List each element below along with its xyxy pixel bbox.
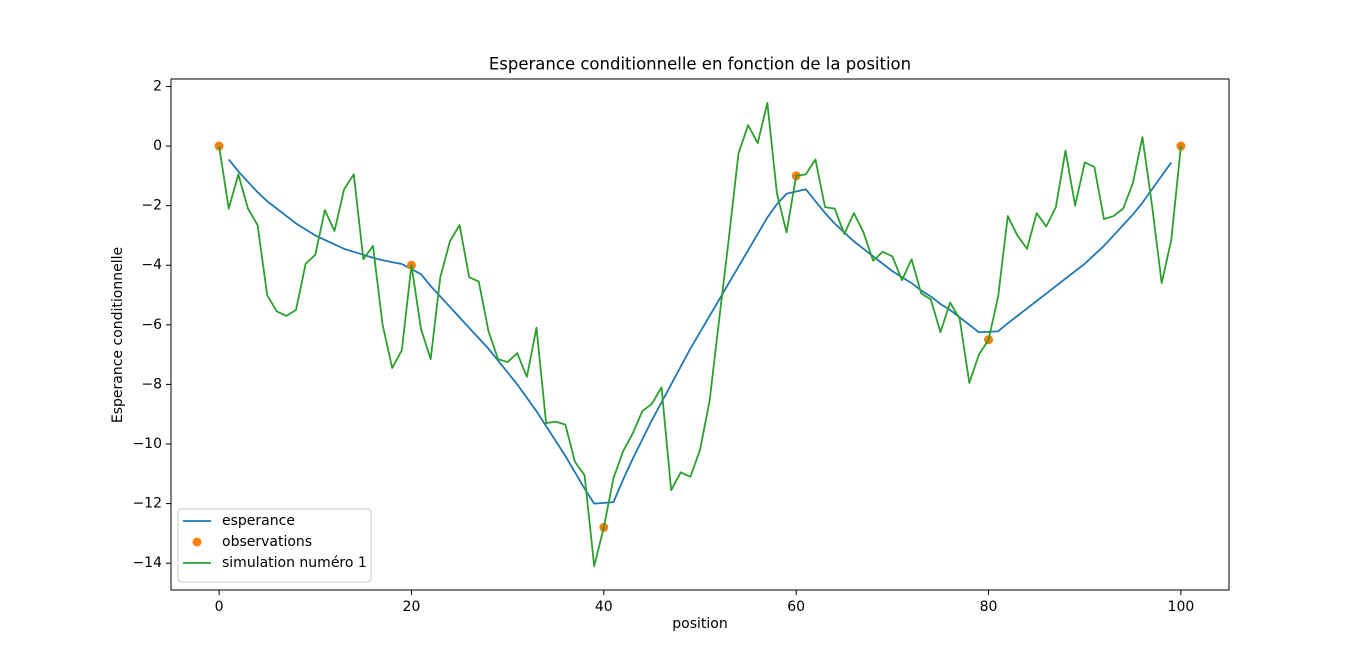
x-tick-label: 0 xyxy=(215,599,224,615)
y-tick-label: −4 xyxy=(141,257,162,273)
x-tick-label: 80 xyxy=(980,599,998,615)
y-tick-label: −2 xyxy=(141,198,162,214)
y-tick-label: −14 xyxy=(132,555,162,571)
y-tick-label: 2 xyxy=(153,78,162,94)
y-tick-label: −10 xyxy=(132,436,162,452)
series-line xyxy=(218,101,1182,568)
y-tick-label: −8 xyxy=(141,376,162,392)
y-axis-label: Esperance conditionnelle xyxy=(110,247,126,423)
x-tick-label: 100 xyxy=(1168,599,1195,615)
y-tick-label: −12 xyxy=(132,496,162,512)
x-tick-label: 40 xyxy=(595,599,613,615)
legend-label: esperance xyxy=(222,513,295,529)
legend-box xyxy=(177,508,372,583)
x-tick-label: 20 xyxy=(403,599,421,615)
chart-title: Esperance conditionnelle en fonction de … xyxy=(489,55,911,74)
x-tick-label: 60 xyxy=(787,599,805,615)
legend-label: simulation numéro 1 xyxy=(222,555,367,571)
legend-label: observations xyxy=(222,534,312,550)
series-line xyxy=(228,158,1173,505)
plot-frame xyxy=(170,78,1230,591)
x-axis-label: position xyxy=(672,616,727,632)
y-tick-label: −6 xyxy=(141,317,162,333)
y-tick-label: 0 xyxy=(153,138,162,154)
legend-marker xyxy=(192,537,202,547)
